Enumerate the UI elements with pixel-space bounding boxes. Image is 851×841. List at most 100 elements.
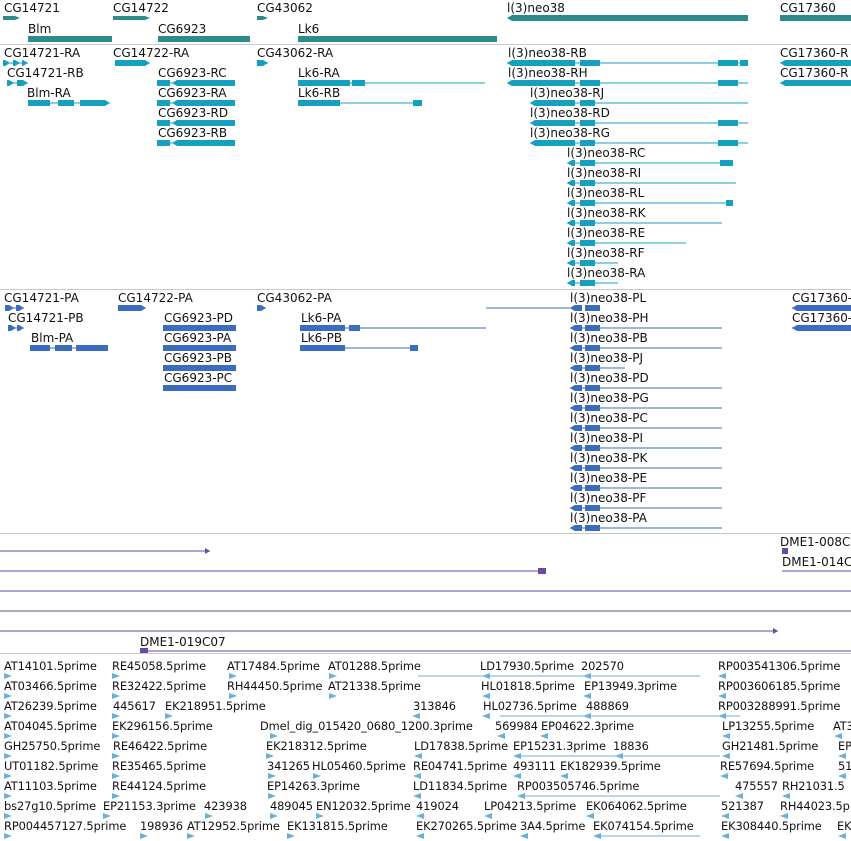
est-label[interactable]: RH21031.5 bbox=[782, 779, 845, 793]
strand-arrow[interactable] bbox=[567, 240, 572, 246]
protein-label[interactable]: l(3)neo38-PC bbox=[570, 411, 648, 425]
est-marker[interactable] bbox=[112, 753, 120, 759]
est-marker[interactable] bbox=[416, 813, 424, 819]
clone-end[interactable] bbox=[140, 648, 148, 654]
protein-label[interactable]: CG17360- bbox=[792, 311, 851, 325]
protein-exon[interactable] bbox=[300, 345, 345, 351]
strand-arrow[interactable] bbox=[570, 385, 575, 391]
est-label[interactable]: AT12952.5prime bbox=[187, 819, 280, 833]
est-label[interactable]: 18836 bbox=[613, 739, 649, 753]
est-marker[interactable] bbox=[329, 693, 337, 699]
transcript-exon[interactable] bbox=[580, 120, 595, 126]
strand-arrow[interactable] bbox=[570, 485, 575, 491]
est-label[interactable]: EK bbox=[837, 819, 851, 833]
transcript-exon[interactable] bbox=[3, 60, 10, 66]
transcript-label[interactable]: l(3)neo38-RI bbox=[567, 166, 642, 180]
est-label[interactable]: 445617 bbox=[113, 699, 156, 713]
transcript-exon[interactable] bbox=[580, 180, 595, 186]
clone-arrow[interactable] bbox=[205, 548, 210, 554]
est-label[interactable]: AT21338.5prime bbox=[328, 679, 421, 693]
gene-label[interactable]: l(3)neo38 bbox=[507, 1, 565, 15]
transcript-label[interactable]: CG43062-RA bbox=[257, 46, 334, 60]
est-label[interactable]: RP003505746.5prime bbox=[517, 779, 640, 793]
gene-glyph[interactable] bbox=[780, 15, 851, 21]
strand-arrow[interactable] bbox=[530, 100, 535, 106]
est-label[interactable]: EK074154.5prime bbox=[593, 819, 694, 833]
clone-arrow[interactable] bbox=[773, 628, 778, 634]
protein-exon[interactable] bbox=[792, 305, 851, 311]
est-label[interactable]: 489045 bbox=[270, 799, 313, 813]
est-label[interactable]: EK064062.5prime bbox=[586, 799, 687, 813]
est-label[interactable]: 341265 bbox=[267, 759, 310, 773]
transcript-label[interactable]: l(3)neo38-RL bbox=[567, 186, 645, 200]
est-label[interactable]: RP003541306.5prime bbox=[718, 659, 841, 673]
est-label[interactable]: 493111 bbox=[513, 759, 556, 773]
est-label[interactable]: 419024 bbox=[416, 799, 459, 813]
transcript-exon[interactable] bbox=[726, 200, 733, 206]
est-label[interactable]: Dmel_dig_015420_0680_1200.3prime bbox=[260, 719, 473, 733]
transcript-label[interactable]: CG14722-RA bbox=[113, 46, 190, 60]
est-marker[interactable] bbox=[722, 753, 730, 759]
est-marker[interactable] bbox=[513, 773, 521, 779]
protein-label[interactable]: l(3)neo38-PL bbox=[570, 291, 647, 305]
protein-exon[interactable] bbox=[585, 365, 600, 371]
est-marker[interactable] bbox=[103, 813, 111, 819]
est-marker[interactable] bbox=[205, 813, 213, 819]
est-marker[interactable] bbox=[112, 713, 120, 719]
est-label[interactable]: 313846 bbox=[413, 699, 456, 713]
clone-label[interactable]: DME1-008C bbox=[780, 535, 851, 549]
est-marker[interactable] bbox=[268, 773, 276, 779]
protein-exon[interactable] bbox=[792, 325, 851, 331]
transcript-exon[interactable] bbox=[172, 100, 235, 106]
transcript-exon[interactable] bbox=[530, 120, 575, 126]
protein-exon[interactable] bbox=[349, 325, 360, 331]
protein-exon[interactable] bbox=[300, 325, 345, 331]
est-marker[interactable] bbox=[229, 673, 237, 679]
transcript-exon[interactable] bbox=[580, 80, 600, 86]
protein-label[interactable]: CG43062-PA bbox=[257, 291, 332, 305]
est-marker[interactable] bbox=[4, 773, 12, 779]
transcript-label[interactable]: l(3)neo38-RA bbox=[567, 266, 646, 280]
est-label[interactable]: RP003288991.5prime bbox=[718, 699, 841, 713]
est-marker[interactable] bbox=[4, 813, 12, 819]
protein-exon[interactable] bbox=[585, 485, 600, 491]
transcript-label[interactable]: CG6923-RC bbox=[158, 66, 227, 80]
protein-label[interactable]: CG6923-PC bbox=[164, 371, 233, 385]
est-label[interactable]: LD17838.5prime bbox=[414, 739, 509, 753]
transcript-exon[interactable] bbox=[567, 160, 575, 166]
est-marker[interactable] bbox=[412, 713, 420, 719]
strand-arrow[interactable] bbox=[570, 525, 575, 531]
transcript-exon[interactable] bbox=[28, 100, 50, 106]
est-marker[interactable] bbox=[780, 813, 788, 819]
gene-label[interactable]: CG14722 bbox=[113, 1, 169, 15]
protein-exon[interactable] bbox=[585, 425, 600, 431]
transcript-exon[interactable] bbox=[718, 140, 738, 146]
protein-label[interactable]: l(3)neo38-PF bbox=[570, 491, 647, 505]
est-label[interactable]: EK218312.5prime bbox=[266, 739, 367, 753]
est-marker[interactable] bbox=[838, 773, 846, 779]
est-label[interactable]: EK296156.5prime bbox=[112, 719, 213, 733]
transcript-label[interactable]: Lk6-RB bbox=[298, 86, 341, 100]
est-marker[interactable] bbox=[4, 733, 12, 739]
est-label[interactable]: HL02736.5prime bbox=[483, 699, 577, 713]
est-marker[interactable] bbox=[718, 673, 726, 679]
transcript-exon[interactable] bbox=[58, 100, 74, 106]
strand-arrow[interactable] bbox=[507, 80, 512, 86]
est-label[interactable]: 51 bbox=[838, 759, 851, 773]
gene-glyph[interactable] bbox=[257, 16, 268, 20]
transcript-exon[interactable] bbox=[298, 100, 340, 106]
est-marker[interactable] bbox=[413, 773, 421, 779]
transcript-label[interactable]: CG17360-R bbox=[780, 46, 849, 60]
est-label[interactable]: AT01288.5prime bbox=[328, 659, 421, 673]
est-label[interactable]: RE35465.5prime bbox=[112, 759, 206, 773]
gene-label[interactable]: CG14721 bbox=[4, 1, 60, 15]
strand-arrow[interactable] bbox=[570, 365, 575, 371]
protein-label[interactable]: Lk6-PB bbox=[301, 331, 343, 345]
strand-arrow[interactable] bbox=[570, 305, 575, 311]
protein-exon[interactable] bbox=[16, 305, 24, 311]
strand-arrow[interactable] bbox=[570, 465, 575, 471]
est-label[interactable]: bs27g10.5prime bbox=[4, 799, 97, 813]
est-marker[interactable] bbox=[484, 813, 492, 819]
est-label[interactable]: GH21481.5prime bbox=[722, 739, 819, 753]
protein-exon[interactable] bbox=[76, 345, 108, 351]
